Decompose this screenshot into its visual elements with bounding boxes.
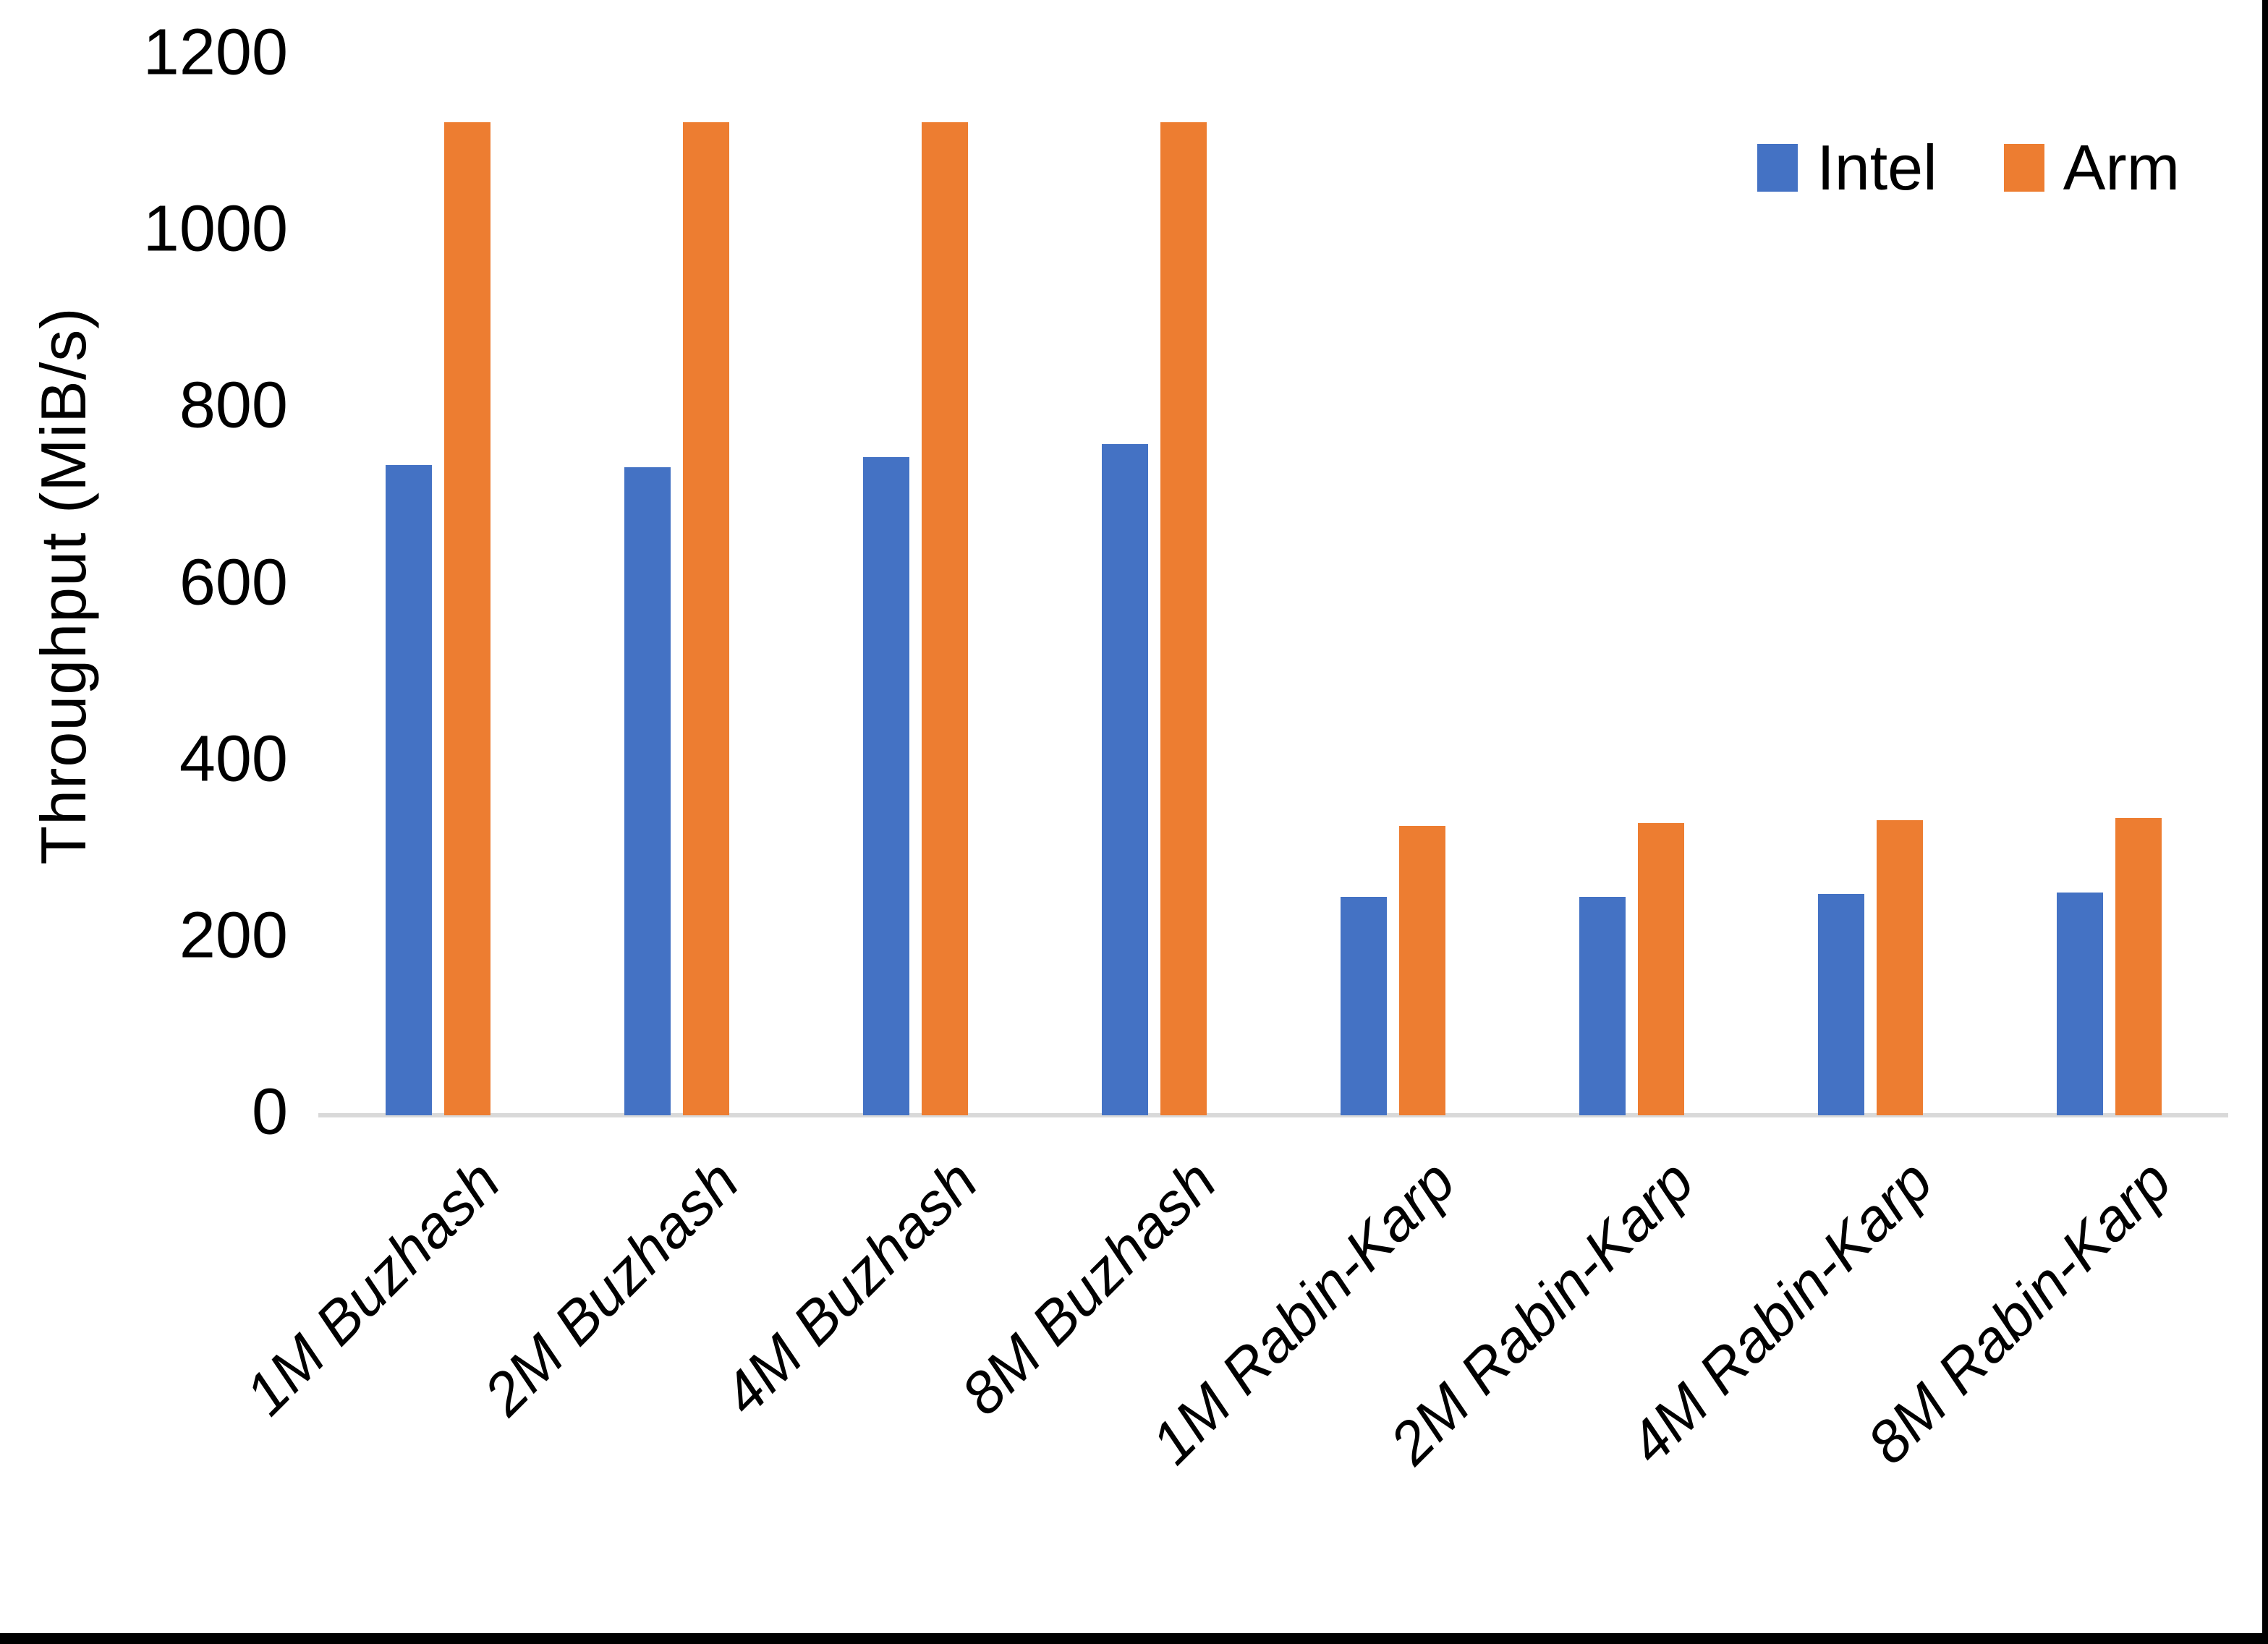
y-tick-label-200: 200 [179, 899, 288, 972]
x-label-1m-buzhash: 1M Buzhash [232, 1148, 513, 1428]
bar-arm-1m-buzhash [444, 122, 490, 1115]
y-axis-title: Throughput (MiB/s) [27, 307, 99, 865]
bar-intel-4m-rabin-karp [1818, 894, 1864, 1115]
bar-arm-2m-buzhash [683, 122, 729, 1115]
right-border [2262, 0, 2268, 1644]
bar-intel-8m-rabin-karp [2057, 893, 2103, 1115]
legend-label-arm: Arm [2063, 132, 2180, 203]
legend: Intel Arm [1757, 136, 2180, 200]
y-tick-label-400: 400 [179, 723, 288, 796]
bottom-border [0, 1633, 2268, 1644]
y-tick-label-0: 0 [251, 1076, 288, 1149]
legend-item-intel: Intel [1757, 136, 1937, 200]
bar-arm-2m-rabin-karp [1638, 823, 1684, 1115]
bar-arm-8m-buzhash [1160, 122, 1207, 1115]
legend-label-intel: Intel [1817, 132, 1937, 203]
legend-swatch-intel [1757, 144, 1798, 192]
bar-arm-4m-buzhash [922, 122, 968, 1115]
y-tick-label-800: 800 [179, 369, 288, 442]
bar-arm-1m-rabin-karp [1399, 826, 1445, 1115]
bar-intel-4m-buzhash [863, 457, 909, 1115]
x-label-2m-buzhash: 2M Buzhash [471, 1148, 752, 1428]
y-tick-label-1000: 1000 [143, 192, 288, 265]
bar-intel-8m-buzhash [1102, 444, 1148, 1115]
bar-intel-1m-rabin-karp [1341, 897, 1387, 1115]
legend-item-arm: Arm [2003, 132, 2180, 203]
x-axis-line [318, 1113, 2228, 1117]
y-tick-label-1200: 1200 [143, 16, 288, 89]
legend-swatch-arm [2003, 144, 2044, 192]
bar-intel-2m-rabin-karp [1579, 897, 1626, 1115]
bar-arm-4m-rabin-karp [1877, 820, 1923, 1115]
bar-intel-1m-buzhash [386, 465, 432, 1115]
y-tick-label-600: 600 [179, 545, 288, 618]
x-label-4m-buzhash: 4M Buzhash [710, 1148, 990, 1428]
bar-intel-2m-buzhash [624, 467, 671, 1115]
bar-arm-8m-rabin-karp [2115, 818, 2162, 1115]
